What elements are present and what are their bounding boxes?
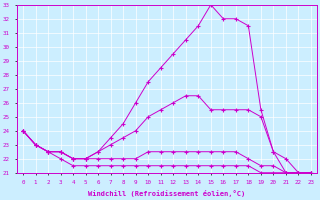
X-axis label: Windchill (Refroidissement éolien,°C): Windchill (Refroidissement éolien,°C) xyxy=(88,190,245,197)
